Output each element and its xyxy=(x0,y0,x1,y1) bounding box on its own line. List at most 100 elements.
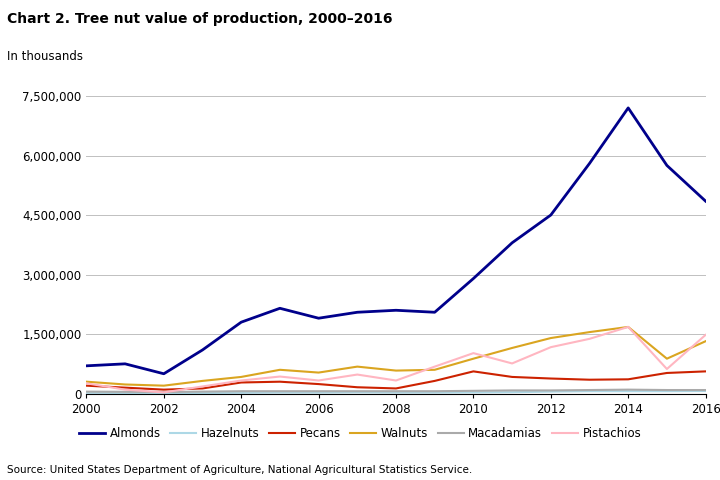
Pecans xyxy=(662,370,671,376)
Macadamias xyxy=(469,388,477,394)
Almonds xyxy=(585,161,594,167)
Pecans xyxy=(82,383,91,388)
Hazelnuts xyxy=(237,390,246,396)
Walnuts xyxy=(546,335,555,341)
Walnuts xyxy=(237,374,246,380)
Macadamias xyxy=(160,389,168,395)
Macadamias xyxy=(624,387,632,393)
Hazelnuts xyxy=(431,390,439,396)
Pistachios xyxy=(701,332,710,338)
Macadamias xyxy=(276,388,284,394)
Pistachios xyxy=(276,373,284,379)
Hazelnuts xyxy=(546,389,555,395)
Pecans xyxy=(198,385,207,391)
Pistachios xyxy=(82,381,91,386)
Hazelnuts xyxy=(82,390,91,396)
Pistachios xyxy=(585,336,594,342)
Pecans xyxy=(585,377,594,383)
Pecans xyxy=(546,376,555,382)
Line: Hazelnuts: Hazelnuts xyxy=(86,391,706,393)
Almonds xyxy=(431,310,439,315)
Hazelnuts xyxy=(585,388,594,394)
Pistachios xyxy=(353,372,361,377)
Pistachios xyxy=(315,378,323,384)
Almonds xyxy=(392,307,400,313)
Almonds xyxy=(508,240,516,246)
Text: Chart 2. Tree nut value of production, 2000–2016: Chart 2. Tree nut value of production, 2… xyxy=(7,12,392,26)
Pistachios xyxy=(546,344,555,350)
Macadamias xyxy=(662,387,671,393)
Hazelnuts xyxy=(624,388,632,394)
Line: Macadamias: Macadamias xyxy=(86,390,706,392)
Pistachios xyxy=(237,378,246,384)
Walnuts xyxy=(82,379,91,384)
Pistachios xyxy=(198,384,207,389)
Pistachios xyxy=(662,366,671,372)
Walnuts xyxy=(315,370,323,375)
Macadamias xyxy=(508,387,516,393)
Hazelnuts xyxy=(198,390,207,396)
Text: Source: United States Department of Agriculture, National Agricultural Statistic: Source: United States Department of Agri… xyxy=(7,465,472,475)
Pecans xyxy=(160,387,168,393)
Walnuts xyxy=(121,382,130,387)
Pistachios xyxy=(160,390,168,396)
Almonds xyxy=(198,347,207,353)
Almonds xyxy=(276,305,284,311)
Pecans xyxy=(469,369,477,374)
Pecans xyxy=(624,376,632,382)
Line: Pecans: Pecans xyxy=(86,372,706,390)
Hazelnuts xyxy=(276,390,284,396)
Macadamias xyxy=(392,388,400,394)
Pecans xyxy=(353,384,361,390)
Walnuts xyxy=(508,345,516,351)
Text: In thousands: In thousands xyxy=(7,50,84,63)
Pecans xyxy=(121,385,130,391)
Almonds xyxy=(315,315,323,321)
Pecans xyxy=(276,379,284,384)
Almonds xyxy=(546,212,555,218)
Line: Almonds: Almonds xyxy=(86,108,706,374)
Macadamias xyxy=(198,389,207,395)
Walnuts xyxy=(160,383,168,388)
Pistachios xyxy=(508,360,516,366)
Almonds xyxy=(469,276,477,281)
Pecans xyxy=(237,380,246,385)
Pistachios xyxy=(431,364,439,370)
Almonds xyxy=(701,198,710,204)
Hazelnuts xyxy=(160,390,168,396)
Walnuts xyxy=(585,329,594,335)
Pecans xyxy=(701,369,710,374)
Hazelnuts xyxy=(508,389,516,395)
Macadamias xyxy=(82,389,91,395)
Macadamias xyxy=(585,387,594,393)
Walnuts xyxy=(662,356,671,361)
Hazelnuts xyxy=(662,388,671,394)
Walnuts xyxy=(701,338,710,344)
Pistachios xyxy=(121,387,130,393)
Almonds xyxy=(662,163,671,168)
Almonds xyxy=(121,361,130,367)
Walnuts xyxy=(392,368,400,373)
Pecans xyxy=(431,378,439,384)
Hazelnuts xyxy=(701,388,710,394)
Hazelnuts xyxy=(469,390,477,396)
Hazelnuts xyxy=(353,390,361,396)
Hazelnuts xyxy=(121,390,130,396)
Almonds xyxy=(353,310,361,315)
Macadamias xyxy=(546,387,555,393)
Hazelnuts xyxy=(315,390,323,396)
Walnuts xyxy=(198,378,207,384)
Line: Walnuts: Walnuts xyxy=(86,327,706,385)
Line: Pistachios: Pistachios xyxy=(86,327,706,393)
Pecans xyxy=(392,385,400,391)
Walnuts xyxy=(624,324,632,330)
Pistachios xyxy=(624,324,632,330)
Pecans xyxy=(315,381,323,387)
Hazelnuts xyxy=(392,390,400,396)
Macadamias xyxy=(315,388,323,394)
Macadamias xyxy=(237,388,246,394)
Almonds xyxy=(624,105,632,111)
Macadamias xyxy=(431,388,439,394)
Walnuts xyxy=(353,364,361,370)
Macadamias xyxy=(121,389,130,395)
